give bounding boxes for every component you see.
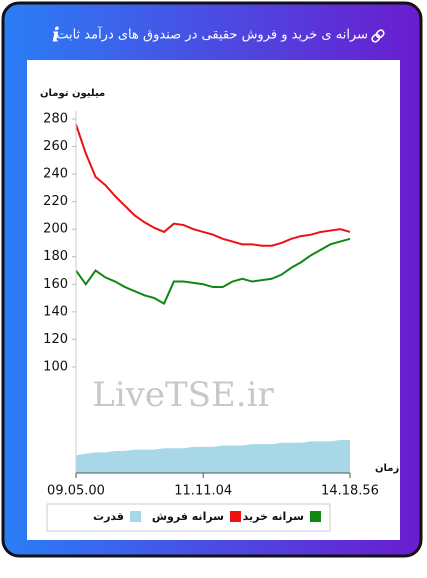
x-tick-label: 11.11.04 [174,484,232,499]
area [76,439,350,473]
legend-swatch [230,511,241,522]
line [75,237,351,305]
legend-label: سرانه فروش [152,510,224,523]
legend [46,503,331,532]
y-tick-label: 260 [43,139,68,154]
info-icon[interactable]: i [52,23,60,47]
y-tick-label: 120 [43,332,68,347]
y-tick-label: 220 [43,194,68,209]
legend-label: سرانه خرید [243,510,304,523]
legend-label: قدرت [93,510,124,523]
y-tick-label: 100 [43,359,68,374]
x-axis-label: زمان [375,463,399,474]
y-tick-label: 180 [43,249,68,264]
watermark: LiveTSE.ir [92,375,274,415]
y-tick-label: 200 [43,222,68,237]
y-tick-label: 280 [43,112,68,127]
legend-swatch [130,511,141,522]
y-tick-label: 140 [43,304,68,319]
legend-swatch [310,511,321,522]
line [75,124,351,247]
chart-title: سرانه ی خرید و فروش حقیقی در صندوق های د… [56,26,368,43]
link-icon [371,29,385,43]
y-axis-label: میلیون تومان [40,88,105,99]
y-tick-label: 160 [43,277,68,292]
x-tick-label: 14.18.56 [321,484,379,499]
x-tick-label: 09.05.00 [47,484,105,499]
y-tick-label: 240 [43,167,68,182]
